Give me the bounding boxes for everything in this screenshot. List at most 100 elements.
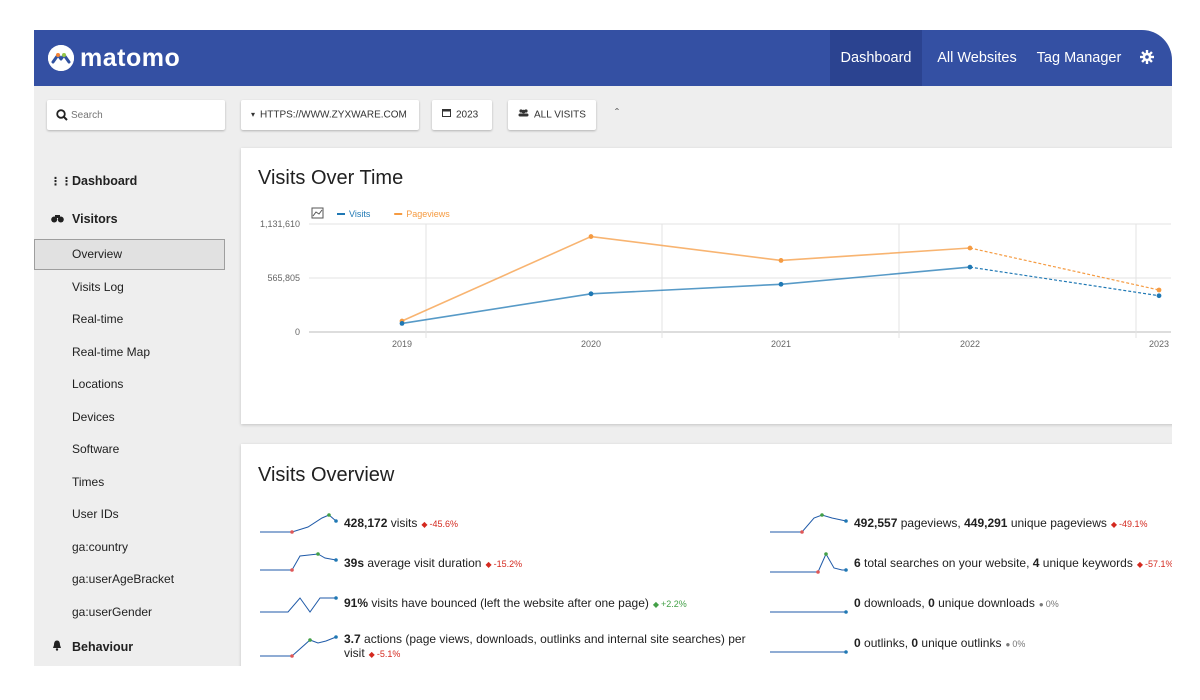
segment-selector[interactable]: ALL VISITS bbox=[508, 100, 596, 130]
series-line bbox=[401, 266, 971, 325]
sidebar-item-ga-user-age-bracket[interactable]: ga:userAgeBracket bbox=[72, 572, 175, 586]
x-tick-label: 2020 bbox=[581, 339, 601, 349]
data-point bbox=[588, 291, 594, 297]
metric-value: 6 bbox=[854, 556, 861, 570]
metric-text: 0 outlinks, 0 unique outlinks ● 0% bbox=[854, 636, 1025, 652]
site-selector[interactable]: ▾ HTTPS://WWW.ZYXWARE.COM bbox=[241, 100, 419, 130]
metric-label: visits have bounced (left the website af… bbox=[368, 596, 649, 610]
nav-dashboard[interactable]: Dashboard bbox=[830, 30, 922, 86]
visits-over-time-chart[interactable]: 0 565,805 1,131,610 2019 2020 2021 2022 2023 Vis… bbox=[241, 196, 1172, 376]
chart-type-icon-line bbox=[312, 209, 323, 217]
sidebar-item-real-time[interactable]: Real-time bbox=[72, 312, 124, 326]
metric-value: 0 bbox=[854, 636, 861, 650]
data-point bbox=[588, 234, 594, 239]
metric-label: average visit duration bbox=[364, 556, 482, 570]
matomo-logo[interactable]: matomo bbox=[48, 44, 180, 72]
sidebar-item-real-time-map[interactable]: Real-time Map bbox=[72, 345, 151, 359]
trend-value: +2.2% bbox=[661, 599, 687, 609]
sidebar-category-label: Visitors bbox=[72, 212, 118, 226]
binoculars-icon bbox=[50, 210, 64, 230]
sidebar-category-behaviour[interactable]: Behaviour bbox=[50, 637, 133, 657]
sidebar: ⋮⋮Dashboard Visitors Overview Visits Log… bbox=[34, 148, 226, 666]
grid-icon: ⋮⋮ bbox=[50, 175, 72, 188]
search-icon bbox=[56, 108, 68, 126]
sidebar-item-locations[interactable]: Locations bbox=[72, 377, 124, 391]
sparkline bbox=[260, 513, 338, 534]
trend-flat-icon: ● bbox=[1005, 640, 1011, 649]
data-point bbox=[1156, 287, 1162, 293]
metric-text: 492,557 pageviews, 449,291 unique pagevi… bbox=[854, 516, 1148, 532]
metric-label-secondary: unique keywords bbox=[1039, 556, 1133, 570]
sidebar-item-ga-country[interactable]: ga:country bbox=[72, 540, 129, 554]
sparkline-row[interactable]: 39s average visit duration ◆ -15.2% bbox=[260, 552, 740, 582]
sidebar-item-visits-log[interactable]: Visits Log bbox=[72, 280, 124, 294]
trend-indicator: ◆ -49.1% bbox=[1111, 519, 1148, 529]
series-line-dashed bbox=[969, 247, 1160, 291]
search-box[interactable] bbox=[47, 100, 225, 130]
visits-over-time-card: Visits Over Time 0 565,805 1,131,610 2019 20… bbox=[241, 148, 1172, 424]
x-tick-label: 2021 bbox=[771, 339, 791, 349]
sparkline bbox=[260, 635, 338, 658]
metric-label: actions (page views, downloads, outlinks… bbox=[360, 632, 746, 646]
sparkline-row[interactable]: 428,172 visits ◆ -45.6% bbox=[260, 512, 740, 542]
sparkline-row[interactable]: 0 downloads, 0 unique downloads ● 0% bbox=[770, 592, 1172, 622]
collapse-icon[interactable]: ˆ bbox=[615, 106, 619, 120]
metric-label: visits bbox=[387, 516, 418, 530]
data-point bbox=[1156, 293, 1162, 299]
trend-indicator: ◆ -5.1% bbox=[369, 649, 401, 659]
sidebar-item-software[interactable]: Software bbox=[72, 442, 120, 456]
sparkline-row[interactable]: 0 outlinks, 0 unique outlinks ● 0% bbox=[770, 632, 1172, 662]
sparkline bbox=[260, 596, 338, 613]
sparkline-row[interactable]: 3.7 actions (page views, downloads, outl… bbox=[260, 632, 760, 666]
trend-value: -49.1% bbox=[1119, 519, 1148, 529]
site-selector-label: HTTPS://WWW.ZYXWARE.COM bbox=[260, 109, 407, 121]
top-bar: matomo Dashboard All Websites Tag Manage… bbox=[34, 30, 1172, 86]
metric-text: 6 total searches on your website, 4 uniq… bbox=[854, 556, 1172, 572]
sidebar-item-overview[interactable]: Overview bbox=[34, 239, 225, 270]
trend-value: 0% bbox=[1012, 639, 1026, 649]
sidebar-category-label: Behaviour bbox=[72, 640, 134, 654]
sparkline-row[interactable]: 91% visits have bounced (left the websit… bbox=[260, 592, 740, 622]
series-line-dashed bbox=[969, 266, 1160, 297]
bell-icon bbox=[50, 638, 64, 658]
sidebar-item-times[interactable]: Times bbox=[72, 475, 105, 489]
metric-label: total searches on your website, bbox=[860, 556, 1033, 570]
period-selector[interactable]: 2023 bbox=[432, 100, 492, 130]
sparkline bbox=[260, 552, 338, 572]
y-tick-label: 565,805 bbox=[267, 273, 300, 283]
visits-overview-card: Visits Overview 428,172 visits ◆ -45.6% 39… bbox=[241, 444, 1172, 666]
metric-label-secondary: unique downloads bbox=[934, 596, 1035, 610]
metric-value-secondary: 4 bbox=[1032, 556, 1040, 570]
nav-all-websites[interactable]: All Websites bbox=[937, 50, 1017, 66]
trend-indicator: ◆ -15.2% bbox=[485, 559, 522, 569]
metric-label-secondary: unique pageviews bbox=[1007, 516, 1107, 530]
metric-value-secondary: 0 bbox=[911, 636, 919, 650]
trend-down-icon: ◆ bbox=[421, 520, 428, 529]
period-selector-label: 2023 bbox=[456, 109, 479, 121]
x-tick-label: 2019 bbox=[392, 339, 412, 349]
caret-down-icon: ▾ bbox=[251, 110, 256, 119]
data-point bbox=[778, 258, 784, 263]
data-point bbox=[967, 264, 973, 270]
users-icon bbox=[518, 100, 529, 130]
sparkline bbox=[770, 552, 848, 574]
sparkline-row[interactable]: 492,557 pageviews, 449,291 unique pagevi… bbox=[770, 512, 1172, 542]
sparkline bbox=[770, 513, 848, 534]
sidebar-item-user-ids[interactable]: User IDs bbox=[72, 507, 119, 521]
sidebar-category-dashboard[interactable]: ⋮⋮Dashboard bbox=[50, 171, 137, 191]
trend-indicator: ● 0% bbox=[1005, 639, 1025, 649]
gear-icon[interactable] bbox=[1134, 30, 1160, 86]
metric-text: 39s average visit duration ◆ -15.2% bbox=[344, 556, 522, 572]
x-tick-label: 2022 bbox=[960, 339, 980, 349]
calendar-icon bbox=[442, 100, 451, 130]
metric-label: pageviews, bbox=[897, 516, 965, 530]
y-tick-label: 0 bbox=[295, 327, 300, 337]
sparkline bbox=[770, 650, 848, 654]
nav-tag-manager[interactable]: Tag Manager bbox=[1036, 50, 1122, 66]
search-input[interactable] bbox=[71, 105, 219, 125]
trend-value: -57.1% bbox=[1145, 559, 1172, 569]
sidebar-item-ga-user-gender[interactable]: ga:userGender bbox=[72, 605, 153, 619]
sparkline-row[interactable]: 6 total searches on your website, 4 uniq… bbox=[770, 552, 1172, 582]
sidebar-category-visitors[interactable]: Visitors bbox=[50, 209, 118, 229]
sidebar-item-devices[interactable]: Devices bbox=[72, 410, 115, 424]
